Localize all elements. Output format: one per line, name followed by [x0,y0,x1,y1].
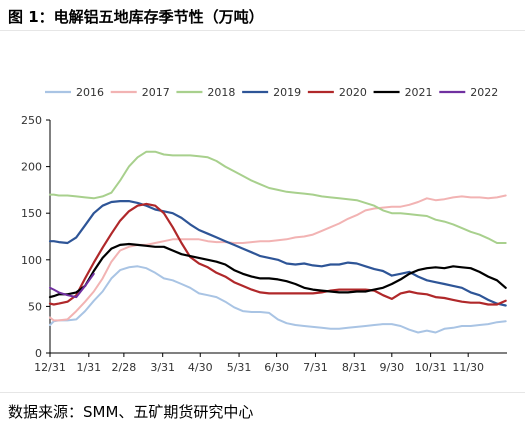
legend-label-2018: 2018 [207,86,235,99]
x-tick-label: 9/30 [379,361,404,374]
legend-label-2021: 2021 [405,86,433,99]
inventory-seasonality-chart: 2016 2017 2018 2019 2020 2021 2022 0 50 100 150 20… [21,86,507,374]
y-tick-label: 200 [21,161,42,174]
x-tick-label: 11/30 [452,361,484,374]
x-tick-label: 5/31 [227,361,252,374]
page-title: 图 1：电解铝五地库存季节性（万吨） [8,8,264,26]
y-axis: 0 50 100 150 200 250 [21,114,51,360]
series-line-2020 [48,202,507,306]
chart-legend: 2016 2017 2018 2019 2020 2021 2022 [45,86,498,99]
y-tick-label: 50 [28,300,42,313]
legend-label-2022: 2022 [470,86,498,99]
series-line-2017 [49,194,507,322]
series-line-2019 [48,199,507,307]
legend-label-2016: 2016 [76,86,104,99]
series-line-2016 [49,265,507,334]
top-divider [0,30,525,31]
y-tick-label: 0 [35,347,42,360]
x-axis: 12/31 1/31 2/28 3/31 4/30 5/31 6/30 7/31 8/31 9/3… [34,352,507,374]
y-tick-label: 100 [21,254,42,267]
x-tick-label: 3/31 [150,361,175,374]
x-tick-label: 6/30 [264,361,289,374]
x-tick-label: 1/31 [76,361,101,374]
series-lines [48,150,507,334]
source-note: 数据来源：SMM、五矿期货研究中心 [8,403,254,421]
y-tick-label: 150 [21,207,42,220]
x-tick-label: 10/31 [415,361,447,374]
x-tick-label: 4/30 [188,361,213,374]
legend-label-2019: 2019 [273,86,301,99]
series-line-2021 [48,242,507,299]
bottom-divider [0,392,525,393]
x-tick-label: 12/31 [34,361,66,374]
legend-label-2017: 2017 [142,86,170,99]
x-tick-label: 8/31 [342,361,367,374]
x-tick-label: 2/28 [112,361,137,374]
legend-label-2020: 2020 [339,86,367,99]
x-tick-label: 7/31 [303,361,328,374]
y-tick-label: 250 [21,114,42,127]
series-line-2018 [49,150,507,244]
series-line-2022 [49,272,95,299]
